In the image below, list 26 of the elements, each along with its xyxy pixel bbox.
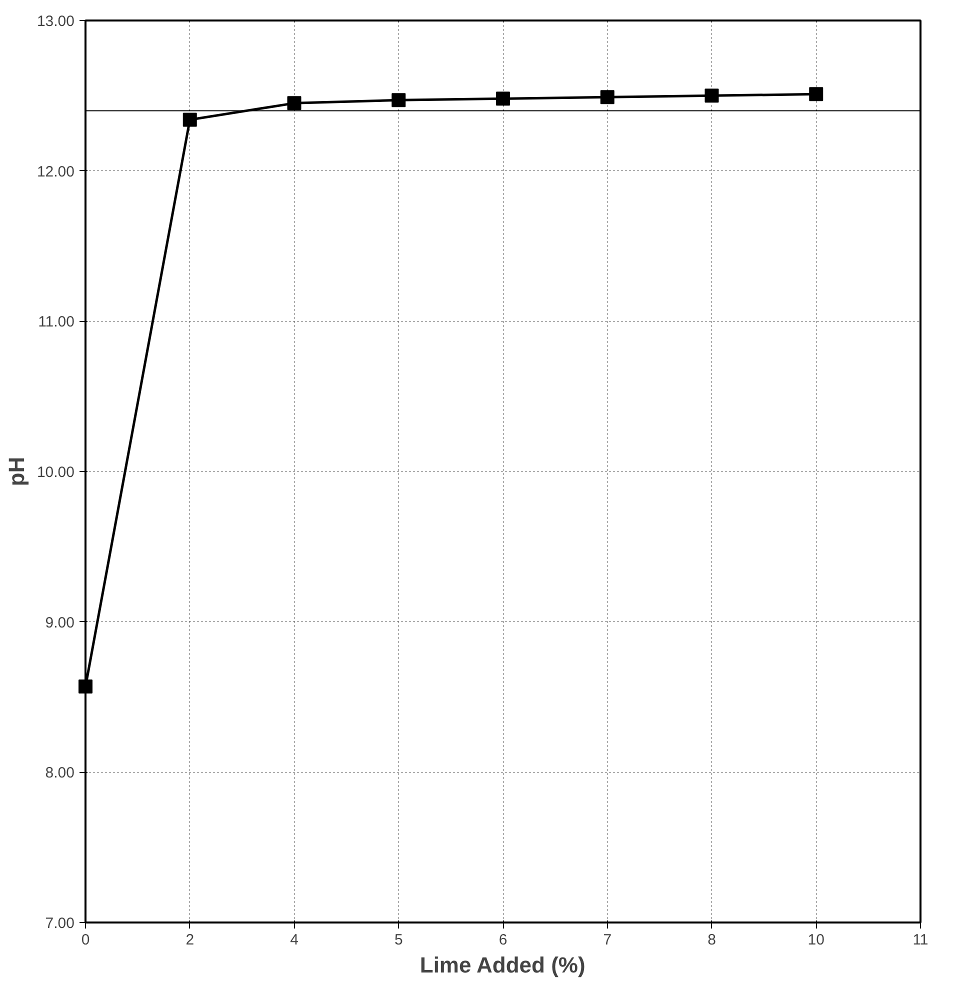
point xyxy=(809,87,824,102)
point xyxy=(392,93,406,108)
x-tick-label: 11 xyxy=(912,932,928,948)
x-tick-label: 8 xyxy=(708,932,716,948)
y-tick-label: 12.00 xyxy=(36,163,75,180)
x-tick-label: 5 xyxy=(394,932,403,948)
point xyxy=(182,112,197,127)
x-tick-label: 6 xyxy=(498,932,508,948)
x-axis-title: Lime Added (%) xyxy=(420,952,586,978)
y-axis-title: pH xyxy=(4,456,29,486)
point xyxy=(496,92,510,106)
x-tick-label: 4 xyxy=(290,932,298,948)
x-tick-label: 0 xyxy=(81,932,90,948)
y-tick-label: 13.00 xyxy=(36,13,75,30)
point xyxy=(78,679,92,694)
x-tick-label: 2 xyxy=(186,932,194,948)
point xyxy=(704,88,719,103)
y-tick-label: 11.00 xyxy=(38,314,75,331)
y-tick-label: 9.00 xyxy=(45,614,75,632)
y-tick-label: 8.00 xyxy=(45,764,75,782)
point xyxy=(600,90,614,104)
y-tick-label: 7.00 xyxy=(45,915,75,932)
y-tick-label: 10.00 xyxy=(36,464,75,481)
x-tick-label: 7 xyxy=(603,932,612,948)
x-tick-label: 10 xyxy=(808,932,824,948)
point xyxy=(287,96,302,110)
